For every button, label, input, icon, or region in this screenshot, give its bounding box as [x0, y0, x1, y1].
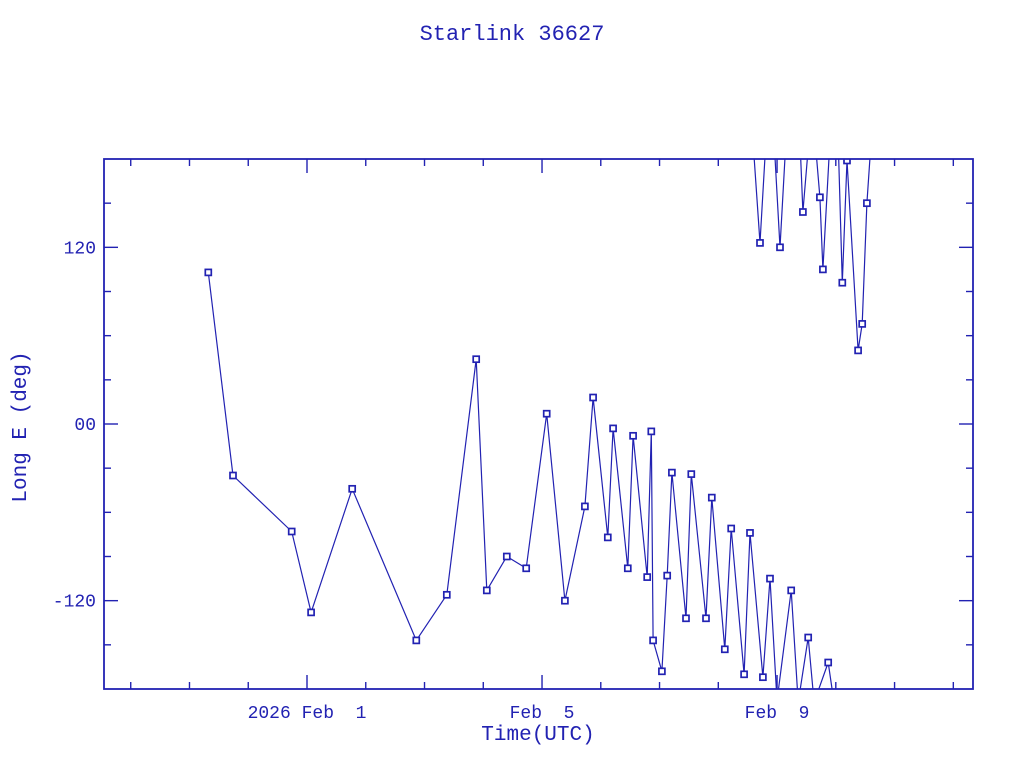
data-point-marker — [774, 698, 780, 704]
data-point-marker — [797, 138, 803, 144]
data-point-marker — [603, 533, 612, 542]
data-point-marker — [863, 199, 871, 208]
data-point-marker — [835, 138, 841, 144]
data-point-marker — [502, 552, 511, 561]
x-tick-label: Feb 9 — [745, 704, 810, 724]
data-point-marker — [759, 673, 767, 682]
data-point-marker — [647, 427, 656, 436]
data-point-marker — [740, 670, 748, 679]
y-tick-label: 00 — [74, 416, 96, 436]
data-point-marker — [472, 355, 481, 364]
data-point-marker — [819, 265, 827, 274]
data-point-marker — [756, 239, 764, 247]
data-point-marker — [812, 138, 818, 144]
data-point-marker — [787, 586, 796, 595]
data-point-marker — [287, 527, 296, 536]
data-point-marker — [609, 424, 617, 433]
y-axis-label: Long E (deg) — [10, 351, 33, 502]
series-line-longitude-east — [207, 272, 833, 689]
data-point-marker — [838, 278, 847, 287]
data-point-marker — [412, 636, 421, 645]
data-point-marker — [589, 393, 597, 402]
data-point-marker — [702, 614, 710, 623]
data-point-marker — [843, 159, 851, 165]
data-point-marker — [776, 243, 784, 252]
axis-tick-labels: 2026 Feb 1 Feb 5 Feb 9 120 00 -120 — [53, 239, 810, 724]
data-point-marker — [649, 636, 657, 645]
data-point-marker — [623, 564, 632, 573]
data-point-marker — [522, 564, 531, 573]
data-point-marker — [629, 431, 637, 440]
data-series-layer — [204, 138, 874, 705]
x-tick-label: 2026 Feb 1 — [248, 704, 367, 724]
y-tick-label: -120 — [53, 593, 96, 613]
data-point-marker — [831, 699, 837, 705]
data-point-marker — [720, 645, 729, 654]
data-point-marker — [827, 138, 833, 144]
data-point-marker — [663, 571, 672, 580]
data-point-marker — [811, 699, 817, 705]
data-point-marker — [643, 573, 652, 581]
chart-title: Starlink 36627 — [420, 22, 605, 47]
data-point-marker — [348, 484, 357, 493]
data-point-marker — [682, 614, 690, 623]
x-tick-label: Feb 5 — [510, 704, 575, 724]
data-point-marker — [482, 586, 491, 595]
series-line-longitude-east-wrapped — [753, 159, 871, 351]
data-point-marker — [542, 409, 551, 418]
data-point-marker — [771, 138, 777, 144]
data-point-marker — [687, 470, 696, 478]
data-point-marker — [727, 524, 736, 533]
data-point-marker — [816, 193, 824, 202]
data-point-marker — [668, 468, 676, 477]
data-point-marker — [658, 667, 666, 676]
data-point-marker — [799, 208, 807, 216]
data-point-marker — [783, 138, 789, 144]
data-point-marker — [804, 633, 813, 642]
plot-frame — [103, 158, 974, 690]
data-point-marker — [824, 658, 833, 667]
axis-ticks — [104, 159, 973, 689]
data-point-marker — [746, 529, 754, 537]
data-point-marker — [858, 320, 867, 328]
data-point-marker — [442, 590, 451, 599]
data-point-marker — [561, 596, 569, 605]
data-point-marker — [307, 608, 315, 617]
data-point-marker — [229, 471, 237, 480]
y-tick-label: 120 — [64, 239, 96, 259]
data-point-marker — [806, 138, 812, 144]
data-point-marker — [581, 502, 589, 511]
data-point-marker — [204, 268, 213, 277]
data-point-marker — [707, 493, 716, 502]
data-point-marker — [763, 138, 769, 144]
data-point-marker — [766, 574, 774, 583]
x-axis-label: Time(UTC) — [481, 724, 594, 747]
data-point-marker — [868, 138, 874, 144]
data-point-marker — [854, 346, 862, 355]
data-point-marker — [750, 138, 756, 144]
